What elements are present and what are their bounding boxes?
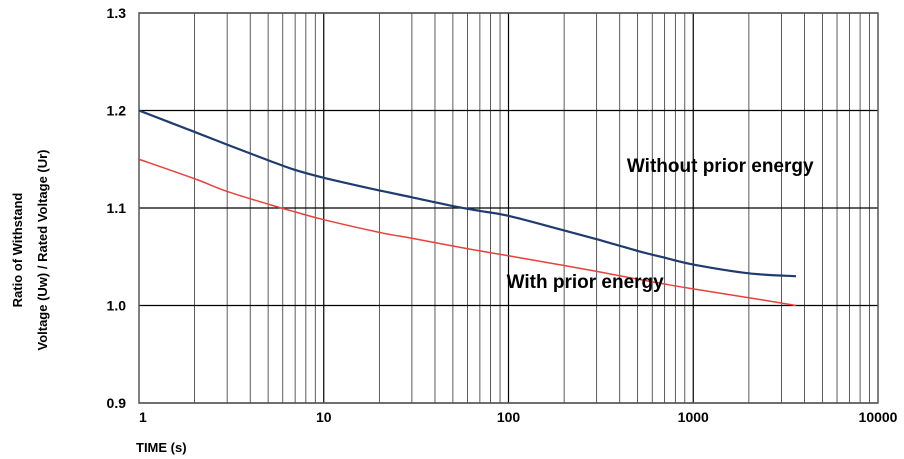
x-tick-label: 10 <box>316 409 332 425</box>
series-line-with-prior-energy <box>138 158 797 307</box>
x-tick-label: 100 <box>497 409 521 425</box>
x-tick-label: 1 <box>139 409 147 425</box>
x-axis-title: TIME (s) <box>136 440 187 455</box>
series-layer <box>138 109 797 307</box>
y-tick-label: 1.2 <box>107 103 127 119</box>
plot-frame <box>138 12 879 404</box>
x-tick-label: 10000 <box>859 409 898 425</box>
series-line-without-prior-energy <box>138 109 797 278</box>
x-tick-label: 1000 <box>678 409 709 425</box>
y-axis-ticks: 0.9 1.0 1.1 1.2 1.3 <box>107 5 127 411</box>
grid <box>139 12 878 404</box>
y-tick-label: 1.3 <box>107 5 127 21</box>
annotation-without-prior-energy: Without prior energy <box>627 156 814 177</box>
x-axis-ticks: 1 10 100 1000 10000 <box>139 409 898 425</box>
y-tick-label: 1.0 <box>107 298 127 314</box>
y-axis-title-line2: Voltage (Uw) / Rated Voltage (Ur) <box>35 149 50 350</box>
annotation-with-prior-energy: With prior energy <box>507 272 665 293</box>
y-axis-title-line1: Ratio of Withstand <box>10 193 25 308</box>
y-tick-label: 0.9 <box>107 395 127 411</box>
y-tick-label: 1.1 <box>107 200 127 216</box>
annotations: Without prior energy With prior energy <box>507 156 814 293</box>
